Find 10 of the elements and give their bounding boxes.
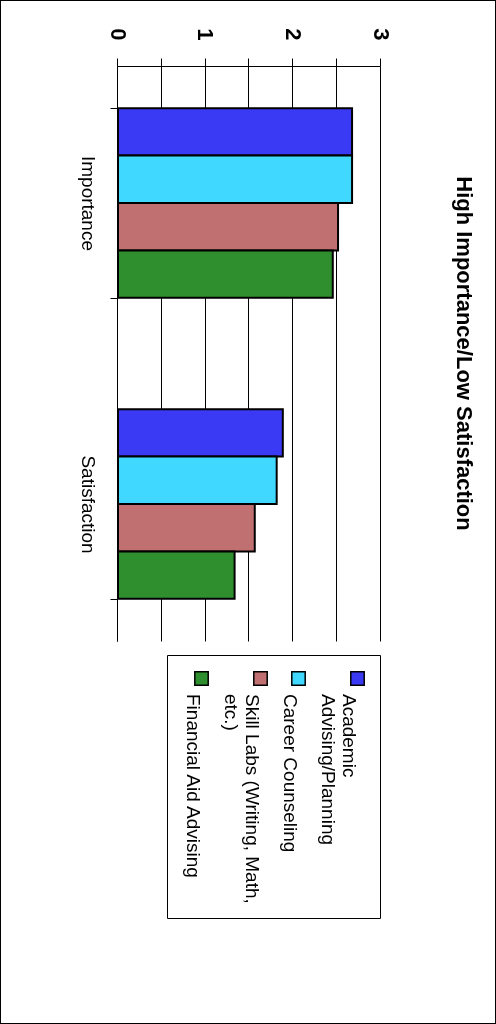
legend-label: Career Counseling — [279, 694, 301, 853]
y-tick-label: Satisfaction — [77, 455, 99, 554]
x-tick-label: 3 — [368, 28, 394, 41]
legend-label: Skill Labs (Writing, Math, etc.) — [220, 694, 263, 904]
x-tick-label: 1 — [193, 28, 219, 41]
x-tick-label: 2 — [280, 28, 306, 41]
legend-label: Financial Aid Advising — [182, 694, 204, 878]
x-tick-label: 0 — [105, 28, 131, 41]
text: High Importance/Low Satisfaction — [452, 176, 477, 531]
y-tick-label: Importance — [77, 155, 99, 251]
